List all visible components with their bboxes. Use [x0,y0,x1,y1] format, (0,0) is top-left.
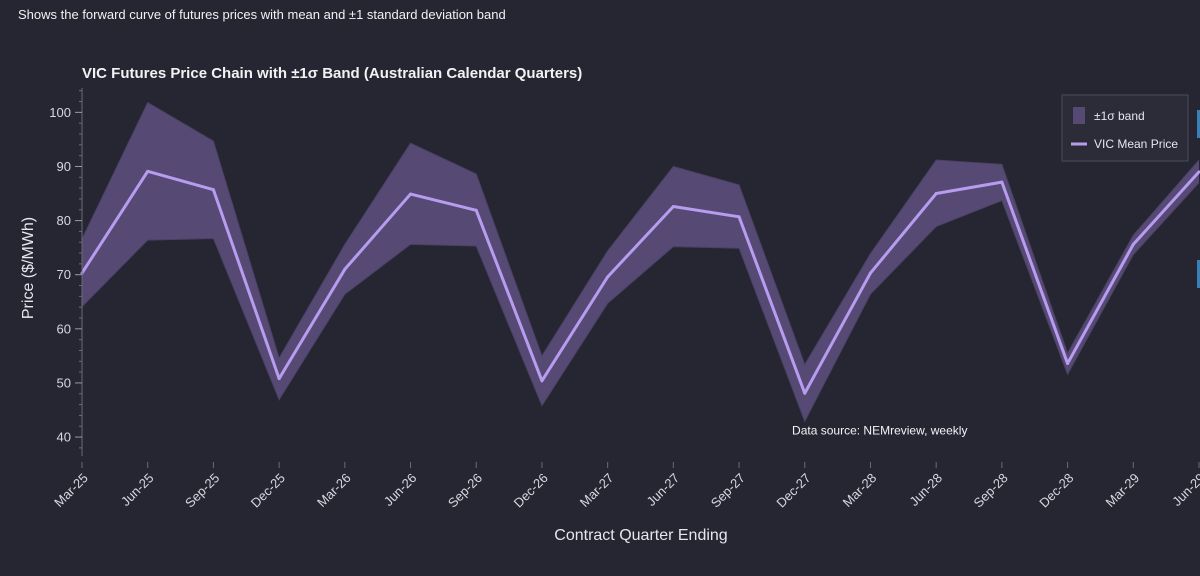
chart-title: VIC Futures Price Chain with ±1σ Band (A… [82,65,582,82]
page-subtitle: Shows the forward curve of futures price… [18,7,506,22]
x-tick-label: Mar-29 [1102,470,1142,510]
mean-price-point [1066,361,1070,365]
y-tick-label: 90 [57,159,71,174]
x-tick-label: Jun-29 [1169,470,1200,509]
mean-price-point [540,379,544,383]
x-axis-title: Contract Quarter Ending [554,527,727,544]
y-tick-label: 50 [57,375,71,390]
x-tick-label: Mar-28 [840,470,880,510]
mean-price-point [1000,180,1004,184]
side-marker-top [1197,110,1200,138]
mean-price-point [474,208,478,212]
x-tick-label: Sep-25 [182,470,222,510]
y-tick-label: 60 [57,321,71,336]
band-layer [81,101,1200,423]
legend-line-label: VIC Mean Price [1094,137,1178,151]
mean-price-point [343,267,347,271]
x-tick-label: Mar-25 [51,470,91,510]
x-tick-label: Dec-28 [1036,470,1076,510]
legend-band-swatch [1073,107,1085,124]
y-tick-label: 40 [57,430,71,445]
sigma-band-area [82,102,1199,422]
mean-price-point [803,391,807,395]
y-tick-label: 80 [57,213,71,228]
mean-price-line [80,169,1200,395]
data-source-annotation: Data source: NEMreview, weekly [792,423,967,437]
legend-band-label: ±1σ band [1094,109,1145,123]
x-tick-label: Mar-27 [577,470,617,510]
x-tick-label: Sep-28 [971,470,1011,510]
legend-frame [1061,94,1189,162]
y-tick-label: 70 [57,267,71,282]
x-tick-label: Dec-26 [511,470,551,510]
x-tick-label: Jun-25 [118,470,157,509]
x-tick-label: Sep-26 [445,470,485,510]
mean-price-point [211,188,215,192]
mean-price-point [606,275,610,279]
y-axis-title: Price ($/MWh) [20,217,37,319]
side-marker-bottom [1197,260,1200,288]
legend[interactable]: ±1σ band VIC Mean Price [1061,94,1189,162]
sigma-band-lower-edge [81,182,1200,423]
mean-price-point [868,271,872,275]
axis-layer: 40 50 60 70 80 90 100 Mar-25 Jun-25 Sep-25 Dec-25 M… [49,88,1200,511]
x-tick-label: Dec-25 [248,470,288,510]
mean-price-point [1131,242,1135,246]
x-tick-label: Jun-27 [644,470,683,509]
x-tick-label: Mar-26 [314,470,354,510]
x-tick-label: Dec-27 [773,470,813,510]
mean-price-point [737,215,741,219]
sigma-band-upper-edge [81,101,1200,366]
mean-price-point [409,192,413,196]
y-tick-label: 100 [49,105,71,120]
mean-price-point [671,205,675,209]
mean-price-point [1197,170,1200,174]
mean-price-point [277,377,281,381]
x-tick-label: Jun-28 [906,470,945,509]
x-tick-label: Jun-26 [381,470,420,509]
x-tick-label: Sep-27 [708,470,748,510]
mean-price-point [146,169,150,173]
mean-price-point [934,192,938,196]
